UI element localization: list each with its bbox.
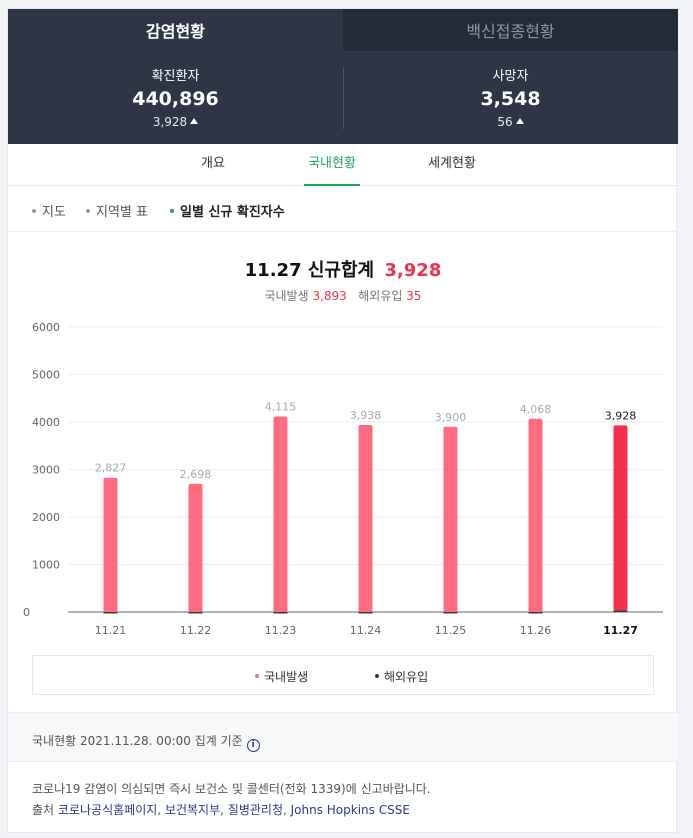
tab-overview[interactable]: 개요 (201, 156, 225, 171)
covid-card: 감염현황 백신접종현황 확진환자 440,896 3,928 사망자 3,548… (7, 8, 678, 833)
y-tick-label: 3000 (32, 464, 60, 477)
x-tick-label: 11.21 (95, 624, 127, 637)
bar-total-label: 3,928 (605, 409, 637, 422)
bar-overseas (188, 612, 203, 614)
tab-domestic[interactable]: 국내현황 (304, 144, 360, 186)
daily-chart-svg: 0 1000 2000 3000 4000 5000 6000 2,827 11.21 2,698… (23, 321, 663, 637)
basis-text: 국내현황 2021.11.28. 00:00 집계 기준 i (32, 732, 260, 752)
y-tick-label: 0 (23, 606, 30, 619)
y-tick-label: 1000 (32, 559, 60, 572)
stat-deaths-label: 사망자 (492, 69, 529, 84)
bar-overseas (528, 612, 543, 614)
bar-overseas (613, 610, 628, 612)
x-tick-label: 11.24 (350, 624, 382, 637)
y-tick-label: 2000 (32, 511, 60, 524)
overseas-value: 35 (406, 289, 422, 303)
domestic-label: 국내발생 (264, 289, 309, 303)
bar-domestic (273, 416, 288, 612)
chip-map[interactable]: 지도 (32, 201, 66, 220)
stat-deaths-value: 3,548 (480, 88, 541, 110)
stat-divider (343, 67, 344, 129)
bar-domestic (103, 477, 118, 612)
info-icon[interactable]: i (246, 739, 260, 752)
sub-tabs: 개요 국내현황 세계현황 (8, 144, 678, 186)
up-triangle-icon (515, 118, 524, 124)
y-tick-label: 5000 (32, 369, 60, 382)
source-link-mohw[interactable]: 보건복지부 (164, 803, 221, 817)
tab-infection-status[interactable]: 감염현황 (8, 9, 343, 51)
summary-date: 11.27 (244, 260, 302, 281)
x-tick-label: 11.25 (435, 624, 467, 637)
bullet-icon (170, 209, 174, 213)
stat-confirmed: 확진환자 440,896 3,928 (8, 65, 343, 129)
summary-breakdown: 국내발생 3,893 해외유입 35 (8, 287, 678, 304)
stat-confirmed-delta: 3,928 (8, 115, 343, 129)
x-tick-label: 11.22 (180, 624, 212, 637)
bar-overseas (273, 612, 288, 614)
basis-bar: 국내현황 2021.11.28. 00:00 집계 기준 i (8, 712, 678, 762)
bar-domestic (188, 483, 203, 612)
source-link-official[interactable]: 코로나공식홈페이지 (57, 803, 158, 817)
bar-domestic (613, 425, 628, 611)
domestic-value: 3,893 (312, 289, 347, 303)
bar-total-label: 4,068 (520, 403, 552, 416)
summary-label: 신규합계 (307, 260, 375, 281)
x-tick-label: 11.27 (603, 624, 638, 637)
chip-region-table[interactable]: 지역별 표 (86, 201, 148, 220)
stat-confirmed-value: 440,896 (132, 88, 219, 110)
hero-panel: 감염현황 백신접종현황 확진환자 440,896 3,928 사망자 3,548… (8, 9, 678, 144)
source-line: 출처 코로나공식홈페이지, 보건복지부, 질병관리청, Johns Hopkin… (32, 803, 410, 817)
x-tick-label: 11.23 (265, 624, 297, 637)
notice-text: 코로나19 감염이 의심되면 즉시 보건소 및 콜센터(전화 1339)에 신고… (32, 782, 431, 796)
bar-domestic (358, 424, 373, 612)
chip-daily-new[interactable]: 일별 신규 확진자수 (170, 201, 285, 220)
bar-overseas (358, 612, 373, 614)
tab-world[interactable]: 세계현황 (428, 156, 476, 171)
bar-domestic (443, 426, 458, 612)
source-link-kdca[interactable]: 질병관리청 (227, 803, 283, 817)
legend-overseas[interactable]: 해외유입 (375, 668, 428, 685)
x-tick-label: 11.26 (520, 624, 552, 637)
bar-overseas (443, 612, 458, 614)
stat-deaths: 사망자 3,548 56 (343, 65, 678, 129)
up-triangle-icon (190, 118, 199, 124)
bar-total-label: 3,938 (350, 409, 382, 422)
source-link-jhu[interactable]: Johns Hopkins CSSE (290, 803, 410, 817)
legend-domestic[interactable]: 국내발생 (255, 668, 308, 685)
bar-domestic (528, 418, 543, 612)
bullet-icon (32, 209, 36, 213)
bar-total-label: 3,900 (435, 411, 467, 424)
y-tick-label: 4000 (32, 416, 60, 429)
summary-total: 3,928 (384, 260, 442, 281)
view-chips: 지도 지역별 표 일별 신규 확진자수 (8, 186, 678, 232)
bar-total-label: 2,698 (180, 468, 212, 481)
chart-legend: 국내발생 해외유입 (32, 655, 654, 695)
legend-overseas-swatch (375, 674, 379, 678)
stat-confirmed-label: 확진환자 (151, 69, 200, 84)
y-tick-label: 6000 (32, 321, 60, 334)
stat-deaths-delta: 56 (343, 115, 678, 129)
daily-chart: 0 1000 2000 3000 4000 5000 6000 2,827 11.21 2,698… (8, 309, 678, 653)
bar-total-label: 4,115 (265, 401, 297, 414)
tab-vaccination-status[interactable]: 백신접종현황 (343, 9, 678, 51)
bar-total-label: 2,827 (95, 462, 127, 475)
bullet-icon (86, 209, 90, 213)
overseas-label: 해외유입 (358, 289, 403, 303)
legend-domestic-swatch (255, 674, 259, 678)
bar-overseas (103, 612, 118, 614)
summary-title: 11.27 신규합계 3,928 (8, 256, 678, 282)
